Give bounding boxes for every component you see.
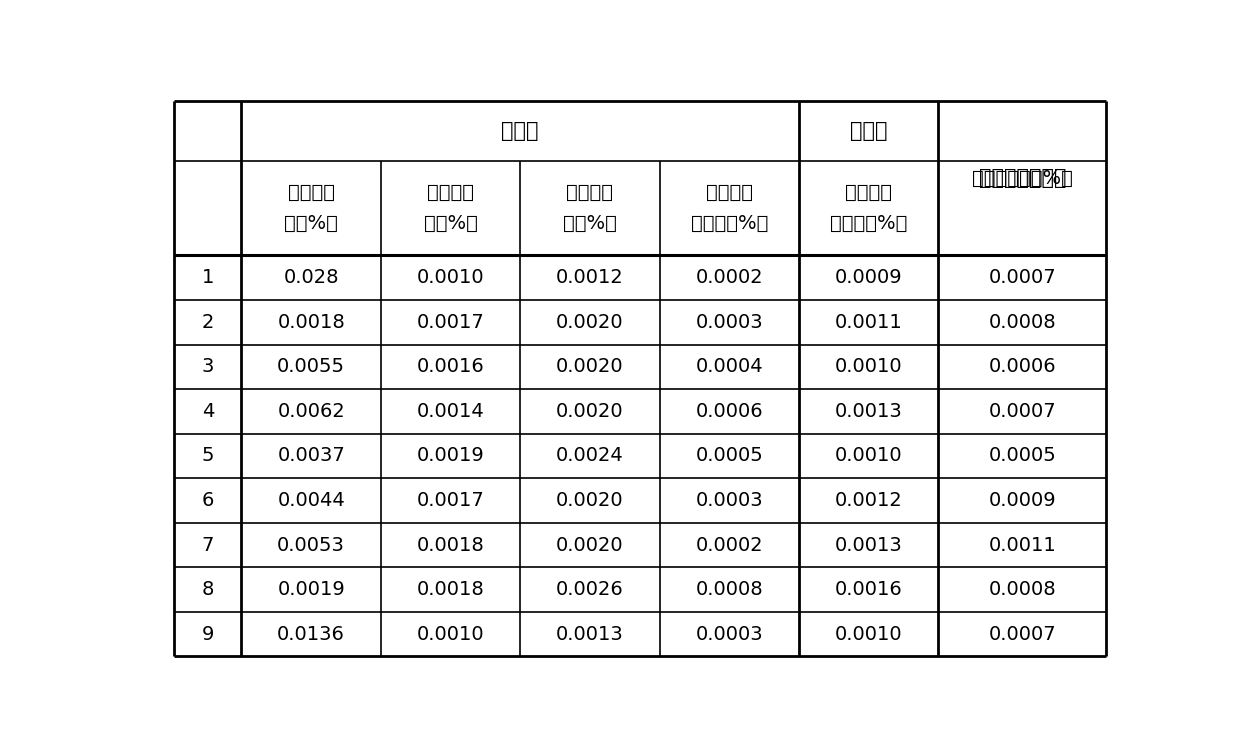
Text: 0.0020: 0.0020 bbox=[556, 536, 624, 554]
Text: 0.0010: 0.0010 bbox=[835, 625, 903, 644]
Text: 0.0013: 0.0013 bbox=[556, 625, 624, 644]
Text: 0.0136: 0.0136 bbox=[278, 625, 345, 644]
Text: 0.0006: 0.0006 bbox=[696, 402, 763, 421]
Text: 0.0017: 0.0017 bbox=[417, 491, 485, 510]
Text: 8: 8 bbox=[202, 580, 215, 599]
Text: 0.0011: 0.0011 bbox=[835, 312, 903, 332]
Text: 0.0010: 0.0010 bbox=[417, 268, 485, 287]
Text: 0.0007: 0.0007 bbox=[988, 625, 1056, 644]
Text: 0.0012: 0.0012 bbox=[835, 491, 903, 510]
Text: 出钢过程
增氮量（%）: 出钢过程 增氮量（%） bbox=[691, 183, 768, 233]
Text: 0.0005: 0.0005 bbox=[696, 446, 763, 466]
Text: 0.0013: 0.0013 bbox=[835, 536, 903, 554]
Text: 0.0012: 0.0012 bbox=[556, 268, 624, 287]
Text: 氩后氮含
量（%）: 氩后氮含 量（%） bbox=[563, 183, 616, 233]
Text: 0.0024: 0.0024 bbox=[556, 446, 624, 466]
Text: 0.0020: 0.0020 bbox=[556, 491, 624, 510]
Text: 0.0009: 0.0009 bbox=[988, 491, 1056, 510]
Text: 0.0055: 0.0055 bbox=[278, 357, 345, 376]
Text: 2: 2 bbox=[202, 312, 215, 332]
Text: 0.0010: 0.0010 bbox=[835, 446, 903, 466]
Text: 0.0037: 0.0037 bbox=[278, 446, 345, 466]
Text: 0.0044: 0.0044 bbox=[278, 491, 345, 510]
Text: 0.0053: 0.0053 bbox=[278, 536, 345, 554]
Text: 0.0020: 0.0020 bbox=[556, 402, 624, 421]
Text: 0.0003: 0.0003 bbox=[696, 491, 763, 510]
Text: 0.0019: 0.0019 bbox=[417, 446, 485, 466]
Text: 0.0018: 0.0018 bbox=[278, 312, 345, 332]
Text: 0.0026: 0.0026 bbox=[556, 580, 624, 599]
Text: 0.0006: 0.0006 bbox=[988, 357, 1056, 376]
Text: 0.0013: 0.0013 bbox=[835, 402, 903, 421]
Text: 6: 6 bbox=[202, 491, 215, 510]
Text: 0.0007: 0.0007 bbox=[988, 402, 1056, 421]
Text: 4: 4 bbox=[202, 402, 215, 421]
Text: 7: 7 bbox=[202, 536, 215, 554]
Text: 0.0005: 0.0005 bbox=[988, 446, 1056, 466]
Text: 3: 3 bbox=[202, 357, 215, 376]
Text: 实施例: 实施例 bbox=[501, 121, 539, 141]
Text: 0.0010: 0.0010 bbox=[417, 625, 485, 644]
Text: 0.028: 0.028 bbox=[284, 268, 339, 287]
Text: 0.0008: 0.0008 bbox=[988, 312, 1056, 332]
Text: 0.0007: 0.0007 bbox=[988, 268, 1056, 287]
Text: 对比例: 对比例 bbox=[849, 121, 888, 141]
Text: 0.0014: 0.0014 bbox=[417, 402, 485, 421]
Text: 0.0062: 0.0062 bbox=[278, 402, 345, 421]
Text: 0.0003: 0.0003 bbox=[696, 312, 763, 332]
Text: 0.0004: 0.0004 bbox=[696, 357, 763, 376]
Text: 1: 1 bbox=[202, 268, 215, 287]
Text: 0.0002: 0.0002 bbox=[696, 536, 763, 554]
Text: 0.0008: 0.0008 bbox=[988, 580, 1056, 599]
Text: 0.0016: 0.0016 bbox=[417, 357, 485, 376]
Text: 0.0009: 0.0009 bbox=[835, 268, 903, 287]
Text: 增氮量差值（%）: 增氮量差值（%） bbox=[972, 169, 1073, 187]
Text: 实施例与对比例: 实施例与对比例 bbox=[978, 168, 1066, 188]
Text: 0.0010: 0.0010 bbox=[835, 357, 903, 376]
Text: 0.0020: 0.0020 bbox=[556, 357, 624, 376]
Text: 0.0018: 0.0018 bbox=[417, 580, 485, 599]
Text: 0.0002: 0.0002 bbox=[696, 268, 763, 287]
Text: 5: 5 bbox=[202, 446, 215, 466]
Text: 0.0018: 0.0018 bbox=[417, 536, 485, 554]
Text: 0.0019: 0.0019 bbox=[278, 580, 345, 599]
Text: 9: 9 bbox=[202, 625, 215, 644]
Text: 0.0003: 0.0003 bbox=[696, 625, 763, 644]
Text: 出钢过程
增氮量（%）: 出钢过程 增氮量（%） bbox=[830, 183, 908, 233]
Text: 0.0017: 0.0017 bbox=[417, 312, 485, 332]
Text: 0.0008: 0.0008 bbox=[696, 580, 763, 599]
Text: 终点氮含
量（%）: 终点氮含 量（%） bbox=[424, 183, 477, 233]
Text: 0.0016: 0.0016 bbox=[835, 580, 903, 599]
Text: 0.0011: 0.0011 bbox=[988, 536, 1056, 554]
Text: 0.0020: 0.0020 bbox=[556, 312, 624, 332]
Text: 氩前氧活
度（%）: 氩前氧活 度（%） bbox=[284, 183, 339, 233]
